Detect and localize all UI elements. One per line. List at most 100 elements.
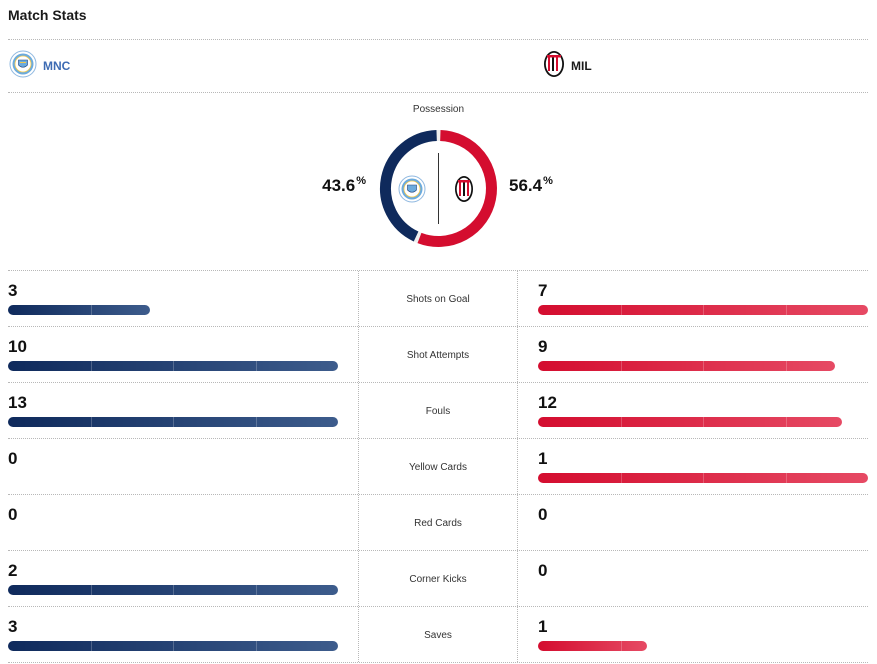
possession-away-value: 56.4% [509, 175, 553, 196]
stat-home-bar [8, 361, 338, 371]
divider [517, 439, 518, 494]
stat-away-value: 1 [538, 617, 548, 636]
divider [358, 495, 359, 550]
manchester-city-crest-icon [9, 50, 37, 83]
bar-segment-divider [703, 361, 704, 371]
team-away[interactable]: MIL [543, 50, 592, 83]
bar-segment-divider [703, 473, 704, 483]
bar-segment-divider [703, 417, 704, 427]
stat-row: 10 Shot Attempts 9 [8, 327, 868, 383]
stat-label: Fouls [425, 406, 451, 417]
divider [358, 271, 359, 326]
stat-label: Shots on Goal [406, 294, 470, 305]
stat-home-value: 2 [8, 561, 18, 580]
stat-label: Saves [424, 630, 452, 641]
possession-away-number: 56.4 [509, 176, 543, 195]
manchester-city-crest-icon [398, 175, 426, 203]
stat-home-value: 0 [8, 505, 18, 524]
bar-segment-divider [786, 361, 787, 371]
divider [8, 270, 868, 271]
possession-home-value: 43.6% [322, 175, 366, 196]
divider [517, 551, 518, 606]
stat-label: Yellow Cards [409, 462, 467, 473]
possession-away-unit: % [543, 175, 553, 187]
stat-row: 2 Corner Kicks 0 [8, 551, 868, 607]
stat-home-value: 0 [8, 449, 18, 468]
bar-segment-divider [621, 641, 622, 651]
stat-home-bar [8, 305, 150, 315]
bar-segment-divider [703, 305, 704, 315]
ac-milan-crest-icon [543, 50, 565, 83]
stat-away-value: 7 [538, 281, 548, 300]
stat-away-bar [538, 641, 647, 651]
bar-segment-divider [621, 417, 622, 427]
stat-row: 0 Red Cards 0 [8, 495, 868, 551]
stat-label: Red Cards [414, 518, 462, 529]
divider [517, 271, 518, 326]
stat-home-bar [8, 641, 338, 651]
divider [8, 39, 868, 40]
bar-segment-divider [256, 361, 257, 371]
stat-home-value: 3 [8, 617, 18, 636]
bar-segment-divider [173, 641, 174, 651]
divider [517, 383, 518, 438]
bar-segment-divider [256, 417, 257, 427]
bar-segment-divider [621, 305, 622, 315]
bar-segment-divider [173, 417, 174, 427]
stat-away-bar [538, 417, 842, 427]
bar-segment-divider [256, 641, 257, 651]
stat-label: Shot Attempts [406, 350, 470, 361]
divider [358, 607, 359, 662]
bar-segment-divider [786, 473, 787, 483]
bar-segment-divider [173, 361, 174, 371]
stat-away-value: 12 [538, 393, 557, 412]
divider [517, 327, 518, 382]
divider [358, 551, 359, 606]
bar-segment-divider [621, 361, 622, 371]
possession-donut [380, 130, 497, 247]
stat-away-value: 9 [538, 337, 548, 356]
divider [358, 327, 359, 382]
stat-row: 13 Fouls 12 [8, 383, 868, 439]
bar-segment-divider [91, 417, 92, 427]
possession-arc-home [380, 130, 438, 242]
bar-segment-divider [621, 473, 622, 483]
divider [8, 92, 868, 93]
possession-home-unit: % [356, 175, 366, 187]
bar-segment-divider [91, 641, 92, 651]
bar-segment-divider [173, 585, 174, 595]
bar-segment-divider [256, 585, 257, 595]
team-home-name[interactable]: MNC [43, 59, 71, 73]
divider [358, 383, 359, 438]
stat-home-bar [8, 417, 338, 427]
team-home[interactable]: MNC [9, 50, 71, 83]
stat-row: 3 Shots on Goal 7 [8, 271, 868, 327]
bar-segment-divider [91, 585, 92, 595]
possession-label: Possession [412, 104, 465, 115]
bar-segment-divider [91, 361, 92, 371]
stats-table: 3 Shots on Goal 7 10 Shot Attempts 9 13 Fouls 12… [8, 271, 868, 663]
divider [517, 607, 518, 662]
stat-away-bar [538, 305, 868, 315]
divider [358, 439, 359, 494]
stat-row: 0 Yellow Cards 1 [8, 439, 868, 495]
possession-home-number: 43.6 [322, 176, 356, 195]
bar-segment-divider [786, 305, 787, 315]
stat-away-bar [538, 473, 868, 483]
bar-segment-divider [786, 417, 787, 427]
bar-segment-divider [91, 305, 92, 315]
stat-away-value: 1 [538, 449, 548, 468]
page-title: Match Stats [8, 7, 87, 23]
stat-home-bar [8, 585, 338, 595]
stat-away-value: 0 [538, 505, 548, 524]
stat-home-value: 3 [8, 281, 18, 300]
ac-milan-crest-icon [455, 176, 473, 202]
possession-arc-away [417, 130, 497, 247]
stat-home-value: 10 [8, 337, 27, 356]
team-away-name[interactable]: MIL [571, 59, 592, 73]
stat-away-value: 0 [538, 561, 548, 580]
stat-away-bar [538, 361, 835, 371]
stat-home-value: 13 [8, 393, 27, 412]
stat-label: Corner Kicks [409, 574, 467, 585]
stat-row: 3 Saves 1 [8, 607, 868, 663]
